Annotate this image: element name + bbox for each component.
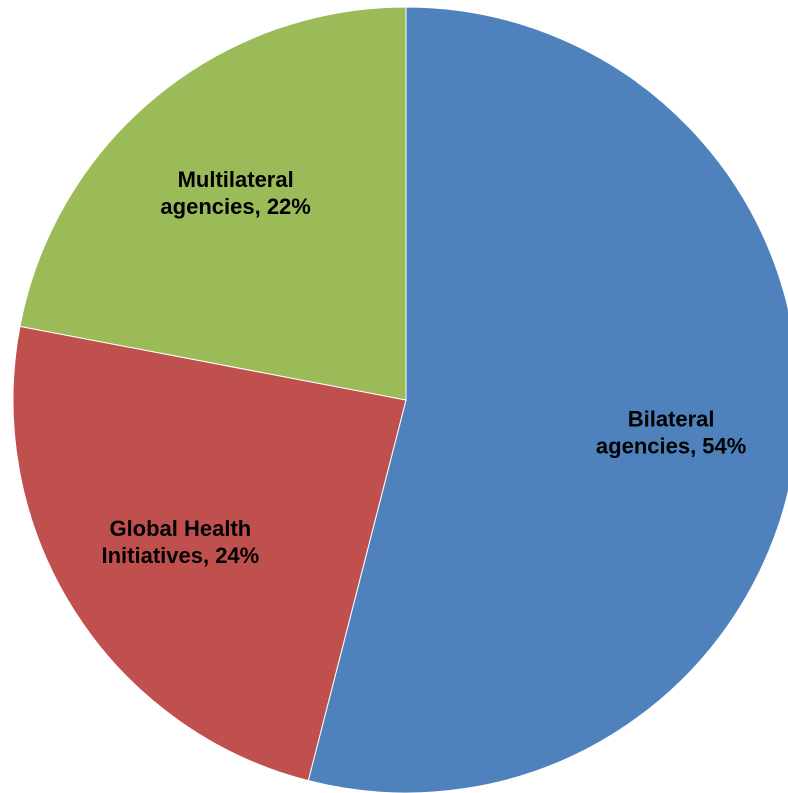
slice-label-line: Initiatives, 24% (101, 543, 259, 568)
slice-label-line: Global Health (109, 516, 251, 541)
slice-label-line: Multilateral (178, 167, 294, 192)
pie-slice (19, 6, 407, 401)
slice-label-line: agencies, 22% (160, 194, 310, 219)
slice-label: Global Health Initiatives, 24% (101, 516, 259, 568)
pie-slice (12, 325, 407, 782)
slice-label: Bilateral agencies, 54% (596, 406, 746, 458)
slice-label-line: Bilateral (628, 406, 715, 431)
pie-slice (307, 6, 788, 793)
slice-label: Multilateral agencies, 22% (160, 167, 310, 219)
slice-label-line: agencies, 54% (596, 433, 746, 458)
